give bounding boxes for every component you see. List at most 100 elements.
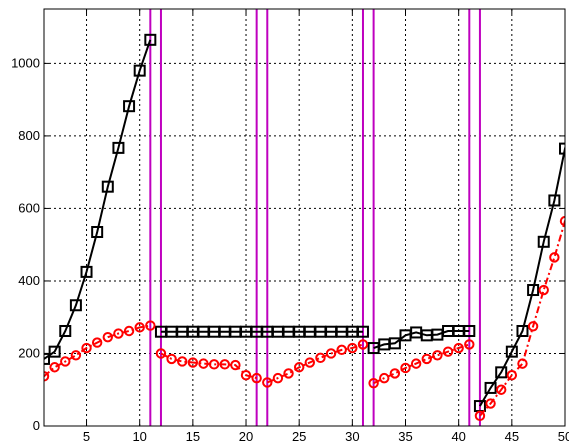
y-tick-label: 400: [18, 273, 40, 288]
data-point-circle: [527, 321, 539, 332]
data-point-square: [527, 284, 540, 297]
data-point-circle: [208, 359, 220, 370]
data-point-circle: [219, 359, 230, 370]
data-point-circle: [347, 342, 358, 354]
data-point-square: [537, 235, 550, 248]
data-point-square: [484, 381, 497, 394]
data-point-circle: [91, 337, 103, 348]
y-tick-label: 200: [18, 345, 40, 360]
data-point-circle: [410, 358, 422, 369]
grid: [44, 9, 566, 426]
y-tick-label: 1000: [11, 55, 40, 70]
x-tick-label: 10: [132, 429, 146, 444]
series-line: [266, 343, 364, 384]
y-tick-label: 600: [18, 200, 40, 215]
x-tick-label: 45: [505, 429, 519, 444]
data-point-circle: [60, 356, 71, 367]
x-tick-label: 5: [83, 429, 90, 444]
series-squares: [44, 33, 565, 413]
data-point-circle: [272, 372, 284, 384]
data-point-circle: [177, 356, 188, 367]
data-point-circle: [389, 368, 401, 379]
data-point-square: [112, 141, 125, 154]
x-tick-label: 30: [345, 429, 359, 444]
data-point-square: [356, 325, 369, 338]
data-point-circle: [240, 370, 252, 381]
data-point-circle: [187, 357, 199, 368]
data-point-circle: [453, 342, 464, 354]
x-tick-label: 50: [558, 429, 569, 444]
data-point-square: [69, 299, 82, 312]
data-point-square: [144, 33, 157, 46]
data-point-circle: [166, 353, 177, 365]
series-line: [160, 352, 257, 380]
data-point-circle: [357, 339, 369, 350]
x-tick-label: 25: [292, 429, 306, 444]
data-point-square: [133, 64, 146, 77]
data-point-square: [91, 226, 104, 239]
y-axis-ticks: 0 200 400 600 800 1000: [11, 55, 565, 433]
data-point-circle: [102, 331, 113, 343]
data-point-square: [59, 324, 72, 337]
y-tick-label: 800: [18, 128, 40, 143]
series-line: [479, 218, 565, 417]
series-line: [44, 39, 152, 360]
data-point-circle: [379, 372, 390, 384]
data-point-square: [80, 265, 93, 278]
data-point-square: [505, 345, 518, 358]
data-point-square: [101, 180, 114, 193]
data-point-square: [463, 324, 476, 337]
x-tick-label: 15: [186, 429, 200, 444]
data-point-square: [44, 352, 50, 365]
data-point-square: [516, 324, 529, 337]
data-point-square: [559, 142, 565, 155]
x-tick-label: 20: [239, 429, 253, 444]
data-point-circle: [464, 339, 475, 350]
data-point-circle: [538, 284, 549, 296]
plot-border: [43, 8, 566, 427]
data-point-circle: [155, 348, 167, 359]
data-point-circle: [134, 322, 145, 333]
data-point-circle: [442, 346, 454, 357]
data-point-circle: [44, 371, 50, 382]
y-tick-label: 0: [33, 418, 40, 433]
series-line: [479, 144, 565, 407]
data-point-circle: [113, 328, 124, 339]
data-point-circle: [70, 350, 82, 361]
data-point-circle: [230, 359, 241, 371]
data-point-circle: [517, 358, 528, 369]
data-point-circle: [145, 320, 156, 331]
data-point-square: [548, 194, 561, 207]
data-point-circle: [400, 362, 411, 374]
data-point-circle: [262, 377, 273, 388]
data-point-circle: [123, 325, 135, 337]
data-point-circle: [283, 368, 294, 379]
data-point-circle: [81, 342, 92, 354]
x-tick-label: 40: [451, 429, 465, 444]
data-point-circle: [368, 378, 379, 389]
x-tick-label: 35: [398, 429, 412, 444]
data-point-circle: [304, 357, 316, 368]
data-point-circle: [293, 362, 305, 373]
data-point-circle: [432, 350, 443, 361]
axes: [43, 8, 566, 427]
vertical-lines: [149, 9, 481, 426]
data-point-circle: [485, 398, 496, 409]
data-point-square: [495, 366, 508, 379]
data-point-circle: [251, 372, 262, 384]
data-point-circle: [506, 370, 518, 381]
data-point-square: [123, 100, 136, 113]
plot-area: [44, 9, 565, 426]
data-point-circle: [325, 348, 337, 359]
data-point-circle: [421, 353, 432, 365]
data-point-circle: [198, 358, 209, 369]
data-point-circle: [549, 252, 560, 263]
x-axis-ticks: 5 10 15 20 25 30 35 40 45 50: [83, 9, 569, 444]
data-point-circle: [496, 384, 507, 395]
data-point-square: [48, 345, 61, 358]
series-line: [373, 343, 470, 385]
data-point-square: [388, 337, 401, 350]
data-point-circle: [336, 344, 347, 356]
data-point-circle: [315, 352, 326, 364]
